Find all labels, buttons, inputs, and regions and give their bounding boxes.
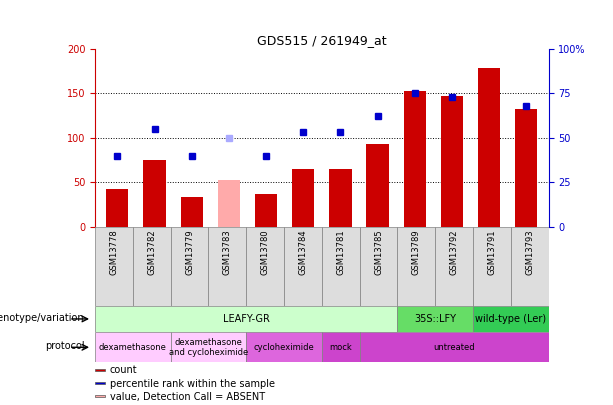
- Text: GSM13792: GSM13792: [449, 229, 459, 275]
- Bar: [515, 109, 538, 227]
- Bar: [246, 332, 322, 362]
- Text: mock: mock: [329, 343, 352, 352]
- Text: GSM13783: GSM13783: [223, 229, 232, 275]
- Bar: [329, 169, 352, 227]
- Bar: [478, 68, 500, 227]
- Bar: [181, 197, 203, 227]
- Text: GSM13789: GSM13789: [412, 229, 421, 275]
- Text: GSM13779: GSM13779: [185, 229, 194, 275]
- Text: GSM13782: GSM13782: [147, 229, 156, 275]
- Bar: [95, 395, 105, 397]
- Bar: [218, 181, 240, 227]
- Text: GSM13778: GSM13778: [109, 229, 118, 275]
- Bar: [170, 332, 246, 362]
- Bar: [95, 369, 105, 371]
- Bar: [360, 332, 549, 362]
- Text: GSM13784: GSM13784: [299, 229, 308, 275]
- Text: untreated: untreated: [433, 343, 475, 352]
- Bar: [284, 227, 322, 306]
- Text: dexamethasone: dexamethasone: [99, 343, 167, 352]
- Text: LEAFY-GR: LEAFY-GR: [223, 314, 270, 324]
- Bar: [255, 194, 277, 227]
- Text: genotype/variation: genotype/variation: [0, 313, 85, 323]
- Text: dexamethasone
and cycloheximide: dexamethasone and cycloheximide: [169, 338, 248, 357]
- Bar: [95, 382, 105, 384]
- Bar: [170, 227, 208, 306]
- Bar: [473, 306, 549, 332]
- Bar: [360, 227, 397, 306]
- Bar: [95, 306, 397, 332]
- Text: GSM13793: GSM13793: [525, 229, 535, 275]
- Bar: [106, 190, 129, 227]
- Bar: [95, 332, 170, 362]
- Text: wild-type (Ler): wild-type (Ler): [475, 314, 546, 324]
- Text: GSM13791: GSM13791: [487, 229, 497, 275]
- Bar: [208, 227, 246, 306]
- Title: GDS515 / 261949_at: GDS515 / 261949_at: [257, 34, 387, 47]
- Text: GSM13785: GSM13785: [374, 229, 383, 275]
- Bar: [143, 160, 166, 227]
- Bar: [397, 227, 435, 306]
- Bar: [246, 227, 284, 306]
- Bar: [441, 96, 463, 227]
- Bar: [435, 227, 473, 306]
- Text: percentile rank within the sample: percentile rank within the sample: [110, 379, 275, 388]
- Bar: [95, 227, 133, 306]
- Bar: [511, 227, 549, 306]
- Bar: [322, 227, 360, 306]
- Text: value, Detection Call = ABSENT: value, Detection Call = ABSENT: [110, 392, 265, 402]
- Bar: [403, 92, 426, 227]
- Bar: [367, 144, 389, 227]
- Bar: [397, 306, 473, 332]
- Bar: [322, 332, 360, 362]
- Text: protocol: protocol: [45, 341, 85, 351]
- Bar: [133, 227, 170, 306]
- Text: count: count: [110, 365, 137, 375]
- Text: GSM13781: GSM13781: [336, 229, 345, 275]
- Bar: [292, 169, 314, 227]
- Text: 35S::LFY: 35S::LFY: [414, 314, 456, 324]
- Text: GSM13780: GSM13780: [261, 229, 270, 275]
- Text: cycloheximide: cycloheximide: [254, 343, 314, 352]
- Bar: [473, 227, 511, 306]
